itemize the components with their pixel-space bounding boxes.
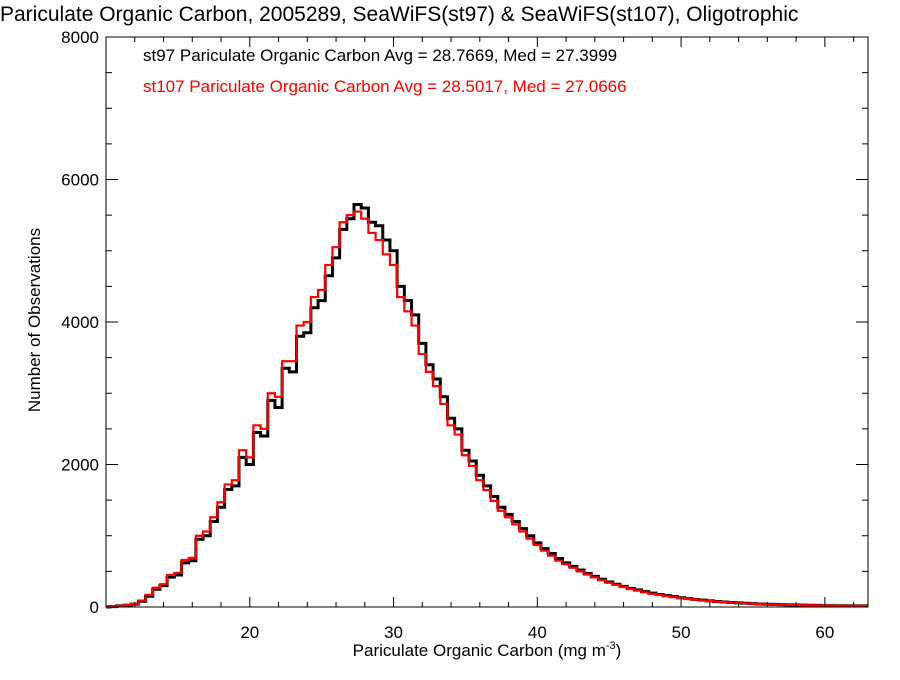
y-tick-label: 2000 xyxy=(61,456,99,475)
y-tick-label: 0 xyxy=(90,598,99,617)
x-axis-label: Pariculate Organic Carbon (mg m-3) xyxy=(353,640,622,660)
chart-title: Pariculate Organic Carbon, 2005289, SeaW… xyxy=(0,3,798,26)
histogram-series-st97 xyxy=(106,202,868,609)
y-tick-label: 6000 xyxy=(61,171,99,190)
y-axis-label: Number of Observations xyxy=(25,228,44,412)
legend-entry-st97: st97 Pariculate Organic Carbon Avg = 28.… xyxy=(143,46,617,65)
x-tick-label: 40 xyxy=(528,623,547,642)
y-tick-label: 8000 xyxy=(61,28,99,47)
legend-entry-st107: st107 Pariculate Organic Carbon Avg = 28… xyxy=(143,77,627,96)
plot-area: 20 30 40 50 60 0 2000 4000 6000 8000 xyxy=(61,28,869,642)
x-tick-label: 20 xyxy=(240,623,259,642)
y-tick-label: 4000 xyxy=(61,313,99,332)
histogram-series-st107 xyxy=(106,210,868,609)
plot-frame xyxy=(105,36,869,608)
x-tick-label: 50 xyxy=(672,623,691,642)
x-tick-label: 60 xyxy=(815,623,834,642)
x-tick-label: 30 xyxy=(384,623,403,642)
